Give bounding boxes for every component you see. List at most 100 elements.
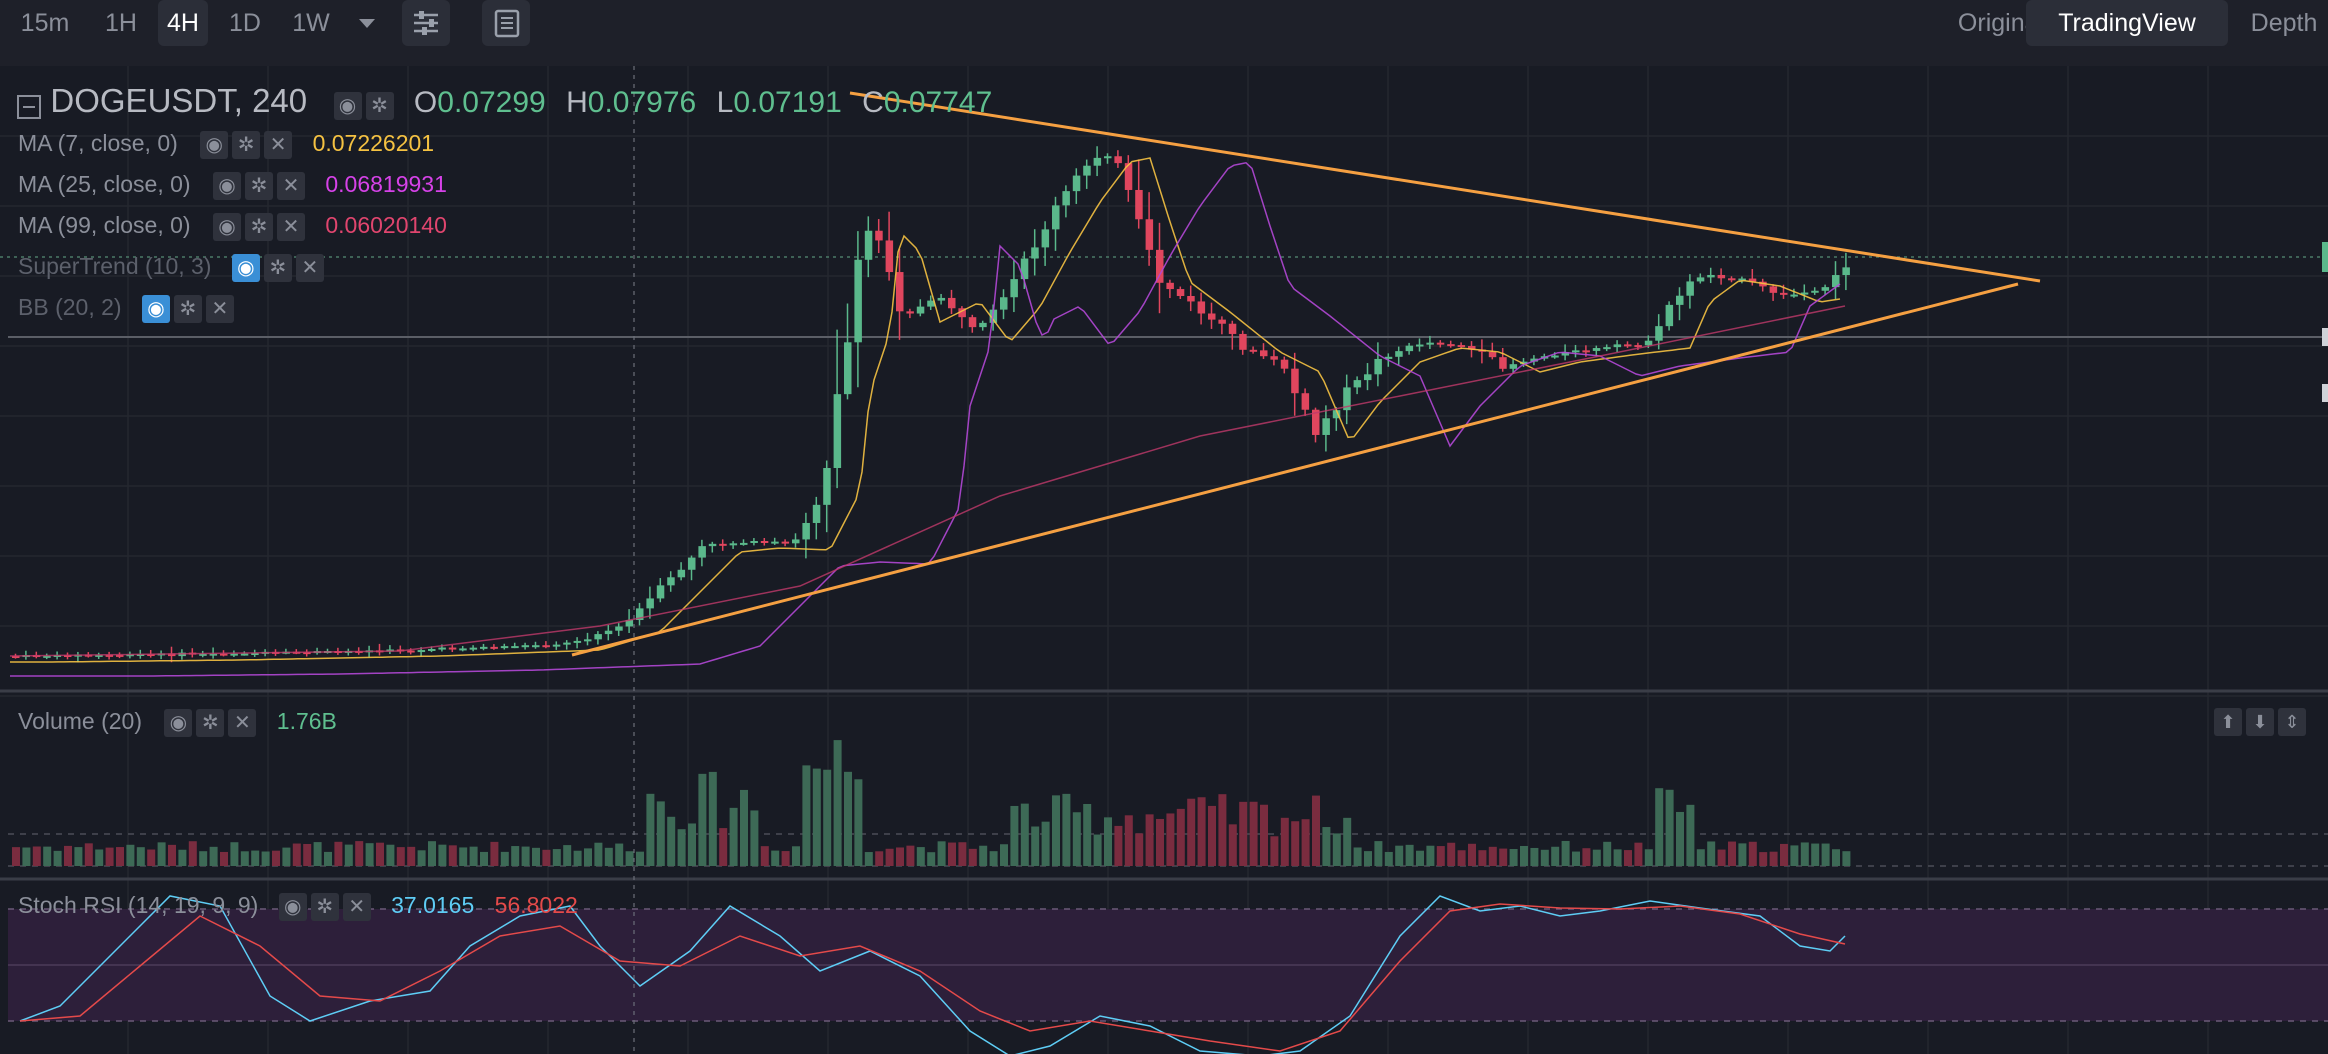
open-value: 0.07299 — [437, 86, 546, 119]
volume-bar — [1728, 841, 1736, 866]
candle-body — [1416, 344, 1424, 347]
ma25-value: 0.06819931 — [325, 171, 447, 197]
candle-body — [625, 620, 634, 627]
candle-body — [1093, 157, 1102, 166]
candle-body — [708, 543, 717, 547]
volume-bar — [1228, 824, 1237, 866]
volume-bar — [1696, 849, 1705, 866]
volume-bar — [1665, 789, 1674, 866]
volume-label: Volume (20) — [18, 708, 143, 734]
gear-icon[interactable]: ✲ — [263, 253, 292, 282]
ma25-label: MA (25, close, 0) — [18, 171, 191, 197]
candle-body — [1707, 274, 1715, 278]
gear-icon[interactable]: ✲ — [365, 91, 394, 120]
gear-icon[interactable]: ✲ — [310, 892, 339, 921]
volume-bar — [542, 849, 551, 866]
candle-body — [927, 300, 935, 307]
candle-body — [1135, 189, 1143, 220]
eye-icon[interactable]: ◉ — [164, 708, 193, 737]
volume-bar — [677, 829, 686, 866]
volume-legend: Volume (20) ◉ ✲ ✕ 1.76B — [18, 708, 337, 737]
eye-icon[interactable]: ◉ — [278, 892, 307, 921]
ma99-line — [9, 305, 1846, 657]
interval-more-button[interactable] — [350, 0, 384, 46]
volume-bar — [1426, 845, 1435, 866]
candle-body — [854, 259, 862, 343]
volume-bar — [1717, 849, 1726, 866]
close-icon[interactable]: ✕ — [276, 212, 305, 241]
volume-bar — [74, 847, 83, 866]
candle-body — [823, 467, 831, 505]
indicators-button[interactable] — [402, 0, 450, 46]
close-icon[interactable]: ✕ — [276, 171, 305, 200]
candle-body — [1738, 278, 1746, 281]
candle-body — [760, 541, 769, 544]
volume-bar — [854, 779, 863, 866]
candle-body — [500, 646, 509, 649]
candle-body — [1156, 249, 1164, 283]
volume-bar — [1634, 842, 1643, 866]
chart-notes-button[interactable] — [482, 0, 530, 46]
eye-icon[interactable]: ◉ — [200, 130, 229, 159]
collapse-icon[interactable] — [16, 92, 44, 120]
stoch-d-value: 56.8022 — [494, 892, 578, 918]
volume-bar — [324, 851, 332, 866]
candle-body — [1499, 357, 1507, 369]
ma99-value: 0.06020140 — [325, 212, 447, 238]
interval-15m[interactable]: 15m — [20, 9, 70, 37]
volume-bar — [1821, 843, 1830, 866]
interval-1h[interactable]: 1H — [105, 9, 137, 37]
interval-1d[interactable]: 1D — [229, 9, 261, 37]
candle-body — [1072, 175, 1081, 192]
gear-icon[interactable]: ✲ — [173, 294, 202, 323]
volume-bar — [719, 828, 728, 866]
arrow-down-icon[interactable]: ⬇ — [2246, 708, 2274, 736]
volume-bar — [188, 841, 197, 866]
volume-bar — [1364, 851, 1372, 866]
volume-bar — [1291, 821, 1300, 866]
gear-icon[interactable]: ✲ — [196, 708, 225, 737]
candle-body — [1530, 358, 1538, 362]
candle-body — [1644, 340, 1653, 346]
resize-icon[interactable]: ⇕ — [2278, 708, 2306, 736]
volume-bar — [1582, 848, 1591, 866]
volume-bar — [708, 771, 717, 866]
volume-bar — [1686, 804, 1695, 866]
candle-body — [1832, 275, 1840, 288]
volume-bar — [22, 847, 31, 866]
eye-icon[interactable]: ◉ — [212, 212, 241, 241]
close-icon[interactable]: ✕ — [264, 130, 293, 159]
view-depth[interactable]: Depth — [2250, 9, 2318, 37]
volume-bar — [355, 841, 364, 866]
volume-bar — [1603, 841, 1612, 866]
candle-body — [1624, 344, 1632, 347]
eye-icon[interactable]: ◉ — [212, 171, 241, 200]
volume-bar — [729, 807, 738, 866]
candle-body — [1031, 247, 1039, 259]
candle-body — [968, 317, 977, 328]
volume-bar — [625, 851, 634, 866]
volume-bar — [958, 842, 967, 866]
chevron-down-icon — [359, 19, 375, 28]
gear-icon[interactable]: ✲ — [232, 130, 261, 159]
candle-body — [1842, 267, 1850, 276]
eye-icon[interactable]: ◉ — [333, 91, 362, 120]
arrow-up-icon[interactable]: ⬆ — [2214, 708, 2242, 736]
price-chart[interactable] — [0, 66, 2328, 1054]
gear-icon[interactable]: ✲ — [244, 171, 273, 200]
close-icon[interactable]: ✕ — [295, 253, 324, 282]
interval-1w[interactable]: 1W — [292, 9, 330, 37]
gear-icon[interactable]: ✲ — [244, 212, 273, 241]
candle-body — [1572, 350, 1580, 353]
eye-icon[interactable]: ◉ — [141, 294, 170, 323]
close-icon[interactable]: ✕ — [205, 294, 234, 323]
document-list-icon — [494, 9, 520, 38]
interval-4h[interactable]: 4H — [158, 0, 208, 46]
view-tradingview[interactable]: TradingView — [2026, 0, 2228, 46]
volume-bar — [1062, 793, 1071, 866]
close-icon[interactable]: ✕ — [228, 708, 257, 737]
eye-icon[interactable]: ◉ — [231, 253, 260, 282]
volume-bar — [1187, 798, 1196, 866]
close-icon[interactable]: ✕ — [342, 892, 371, 921]
candle-body — [1332, 410, 1341, 419]
